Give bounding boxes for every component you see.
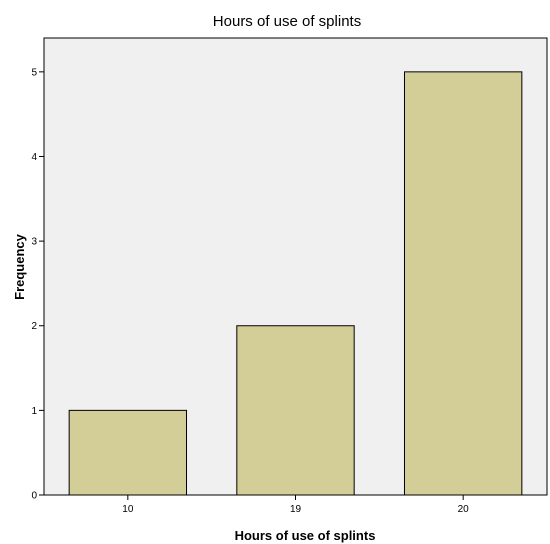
y-tick-label: 5 [31, 67, 37, 78]
x-tick-label: 20 [458, 504, 470, 515]
bars-group [68, 71, 523, 496]
y-tick-label: 1 [31, 406, 37, 417]
chart-title: Hours of use of splints [213, 13, 361, 30]
y-axis: 0 1 2 3 4 5 [31, 67, 44, 502]
y-tick-label: 2 [31, 321, 37, 332]
x-axis: 10 19 20 [122, 495, 469, 515]
x-tick-label: 10 [122, 504, 134, 515]
bar-19 [236, 325, 355, 496]
y-axis-label: Frequency [12, 233, 27, 300]
y-tick-label: 0 [31, 491, 37, 502]
bar-20 [403, 71, 523, 496]
x-axis-label: Hours of use of splints [235, 528, 376, 543]
x-tick-label: 19 [290, 504, 302, 515]
y-tick-label: 3 [31, 237, 37, 248]
bar-10 [68, 409, 188, 496]
y-tick-label: 4 [31, 152, 37, 163]
